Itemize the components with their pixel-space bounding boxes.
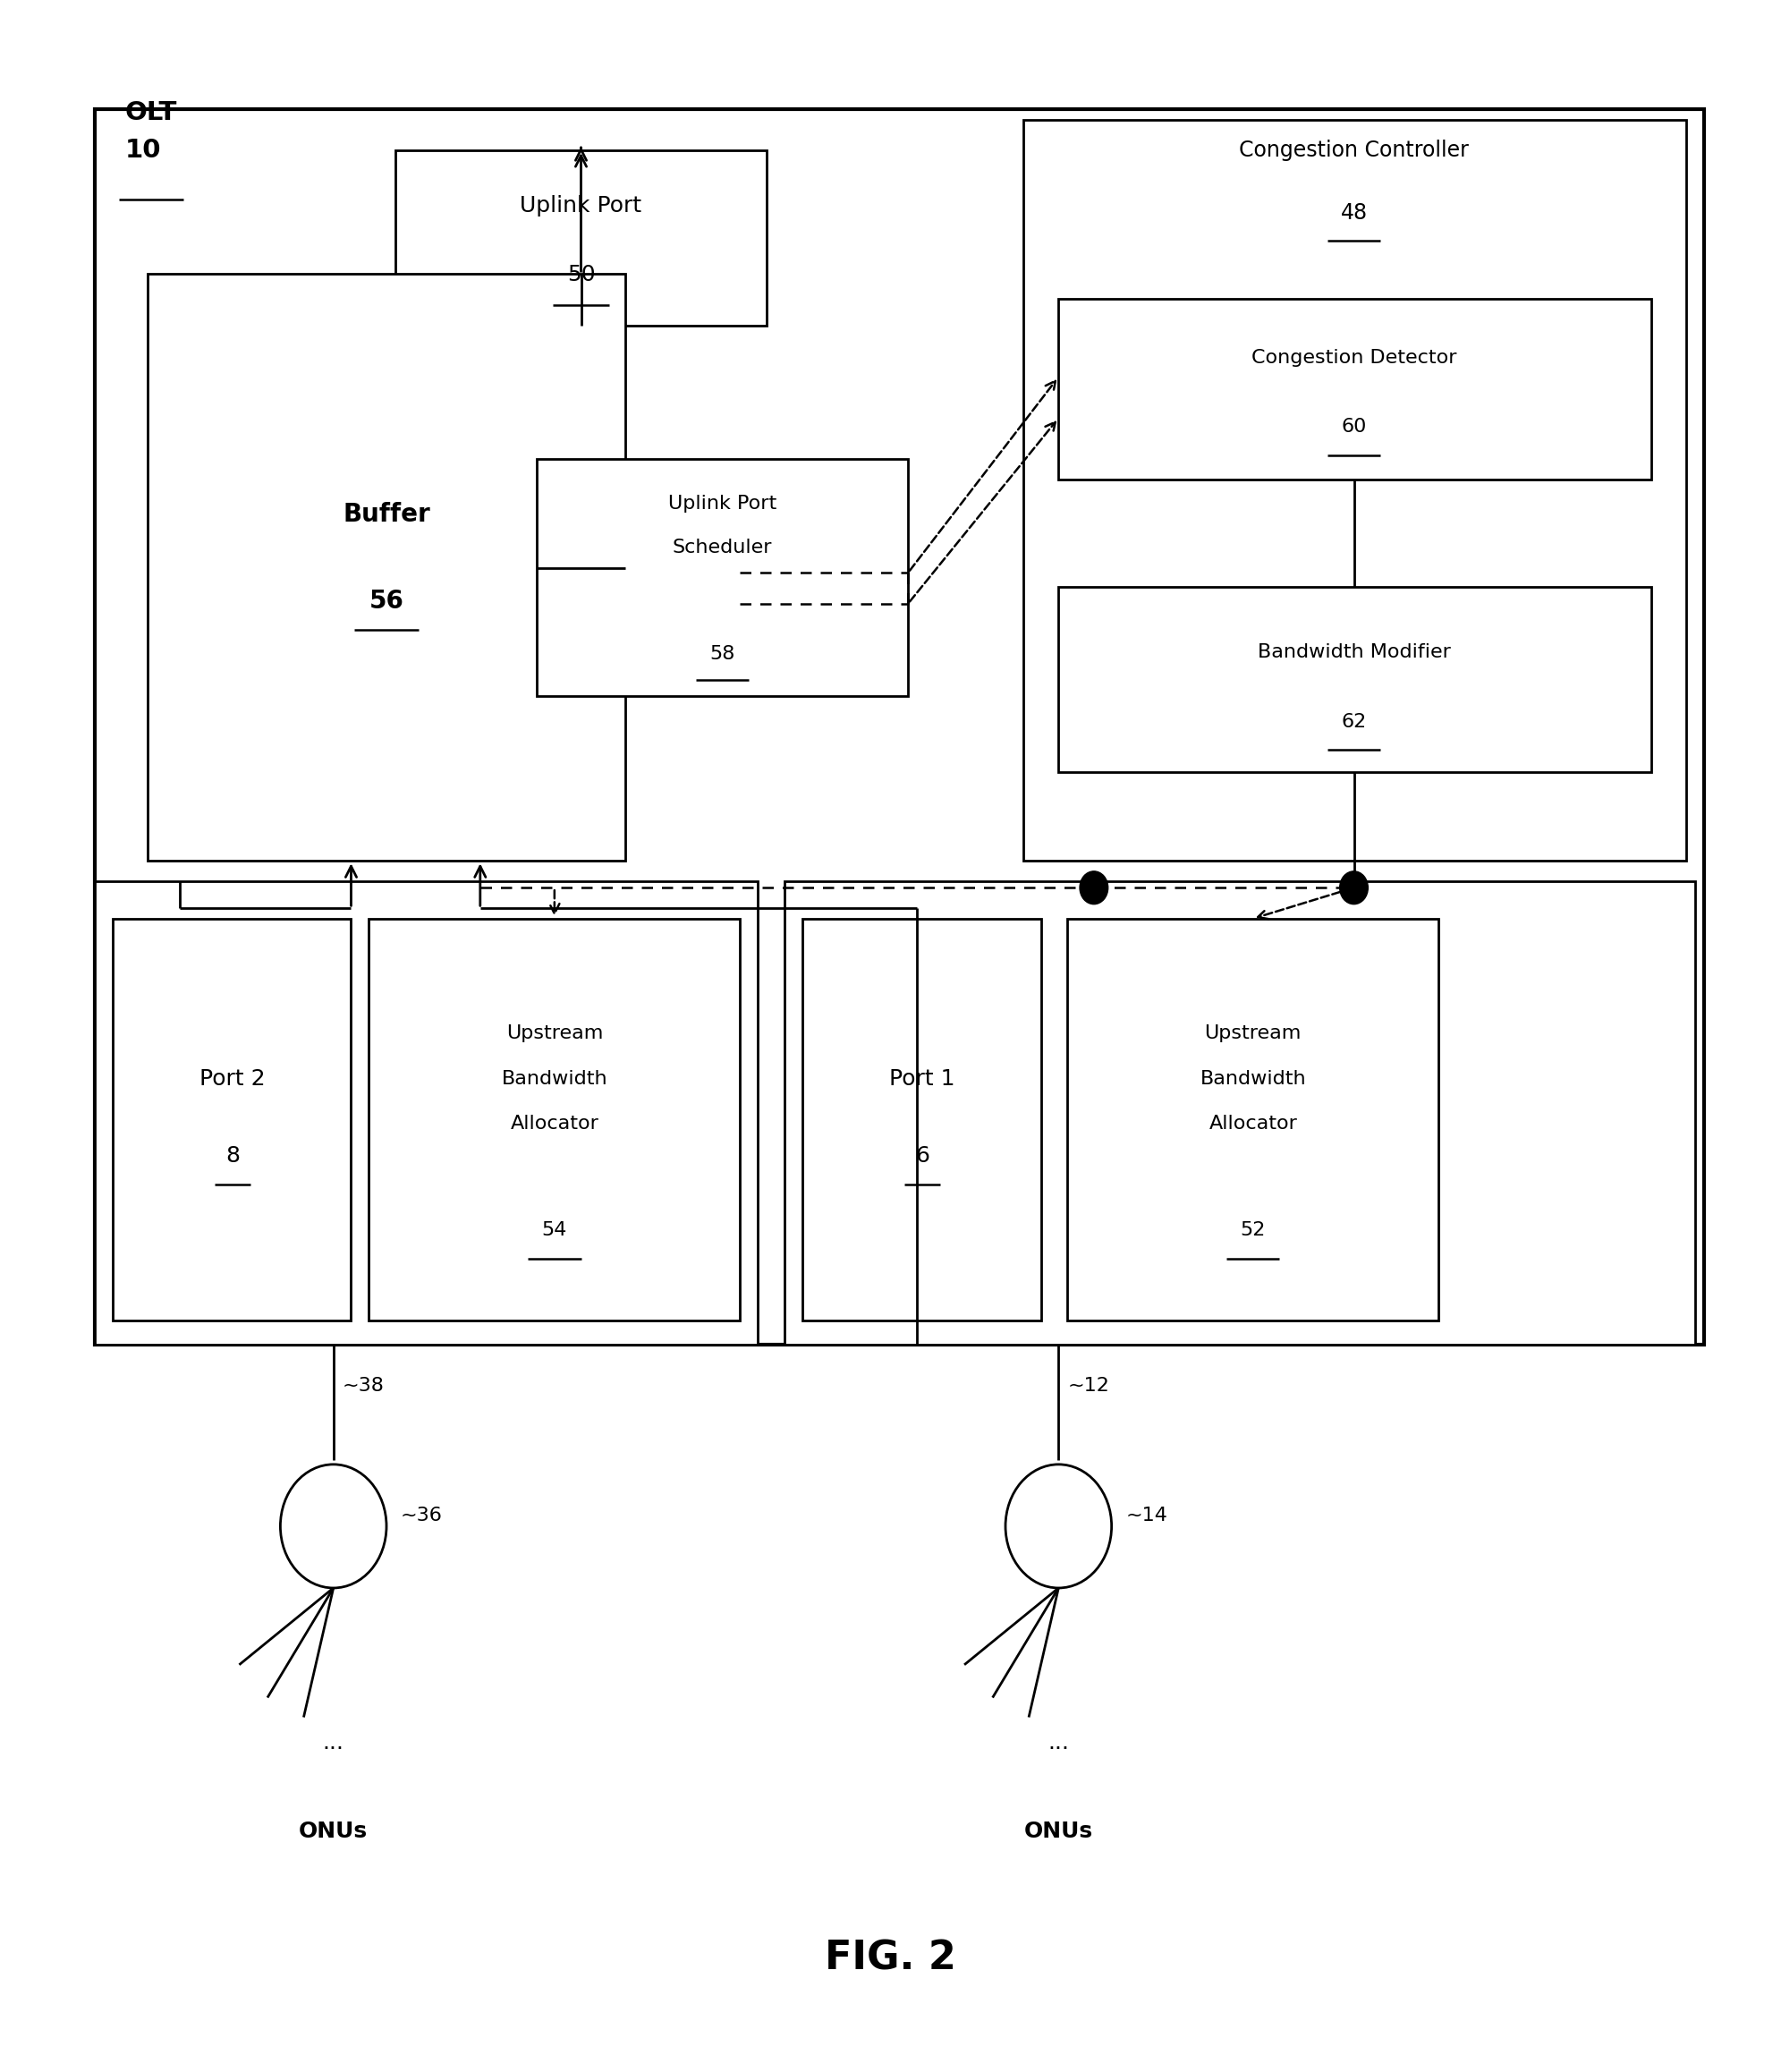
Text: Upstream: Upstream (1204, 1024, 1302, 1042)
Text: Bandwidth Modifier: Bandwidth Modifier (1257, 642, 1450, 661)
Circle shape (1339, 870, 1368, 903)
Circle shape (280, 1465, 386, 1587)
Text: 58: 58 (711, 644, 736, 663)
Bar (94, 110, 1704, 1345)
Text: Scheduler: Scheduler (673, 539, 773, 555)
Bar (536, 460, 908, 696)
Text: Bandwidth: Bandwidth (502, 1069, 607, 1088)
Text: ~14: ~14 (1126, 1506, 1168, 1525)
Bar (1058, 586, 1651, 773)
Text: Uplink Port: Uplink Port (520, 195, 641, 215)
Bar (784, 881, 1696, 1345)
Text: ONUs: ONUs (299, 1821, 369, 1842)
Text: Port 1: Port 1 (889, 1067, 955, 1090)
Text: Congestion Controller: Congestion Controller (1240, 139, 1469, 162)
Text: 60: 60 (1341, 419, 1366, 435)
Text: Uplink Port: Uplink Port (668, 495, 777, 514)
Text: 50: 50 (566, 263, 595, 286)
Text: 52: 52 (1240, 1220, 1266, 1239)
Text: 48: 48 (1341, 201, 1368, 224)
Text: ONUs: ONUs (1024, 1821, 1094, 1842)
Text: Congestion Detector: Congestion Detector (1252, 348, 1457, 367)
Bar (148, 274, 625, 862)
Text: Allocator: Allocator (509, 1115, 598, 1133)
Text: Allocator: Allocator (1209, 1115, 1297, 1133)
Text: FIG. 2: FIG. 2 (825, 1939, 956, 1979)
Text: Bandwidth: Bandwidth (1200, 1069, 1305, 1088)
Bar (369, 918, 741, 1320)
Text: 62: 62 (1341, 713, 1366, 731)
Bar (94, 881, 759, 1345)
Text: OLT: OLT (125, 102, 176, 126)
Text: Upstream: Upstream (506, 1024, 604, 1042)
Text: ~36: ~36 (401, 1506, 442, 1525)
Circle shape (1079, 870, 1108, 903)
Text: 10: 10 (125, 139, 160, 164)
Text: 54: 54 (541, 1220, 566, 1239)
Text: 56: 56 (369, 588, 404, 613)
Circle shape (1006, 1465, 1111, 1587)
Bar (395, 151, 766, 325)
Bar (1067, 918, 1439, 1320)
Text: 8: 8 (226, 1146, 240, 1167)
Text: Port 2: Port 2 (199, 1067, 265, 1090)
Text: ...: ... (1047, 1732, 1069, 1753)
Text: 6: 6 (915, 1146, 930, 1167)
Text: ~12: ~12 (1067, 1378, 1110, 1394)
Bar (801, 918, 1040, 1320)
Text: ...: ... (322, 1732, 344, 1753)
Bar (1022, 120, 1687, 862)
Bar (112, 918, 351, 1320)
Text: ~38: ~38 (342, 1378, 385, 1394)
Text: Buffer: Buffer (342, 501, 431, 526)
Bar (1058, 298, 1651, 481)
